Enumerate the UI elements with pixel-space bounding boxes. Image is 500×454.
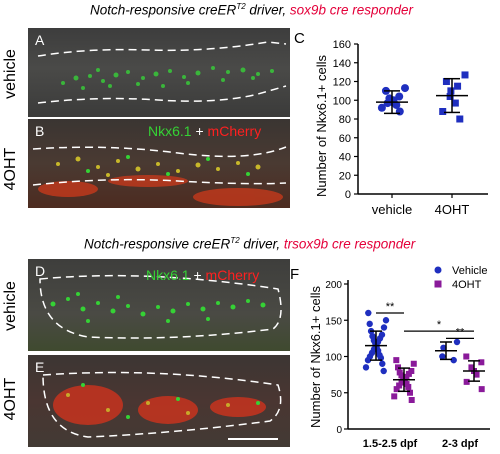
chart-c-point [442, 78, 450, 85]
chart-c-marks [376, 71, 469, 123]
chart-f-ytick-label: 0 [336, 425, 342, 436]
chart-f-point [362, 364, 370, 371]
micrograph-panel-b: B Nkx6.1 + mCherry [28, 119, 290, 208]
chart-c-ytick-label: 20 [339, 170, 351, 182]
micrograph-panel-a: A [28, 28, 290, 117]
chart-f-legend-marker [434, 280, 442, 288]
chart-c-point [447, 87, 455, 95]
panel-letter-e: E [35, 359, 45, 375]
chart-c-xtick-label: vehicle [372, 202, 412, 217]
chart-f-point [369, 333, 376, 340]
chart-c-ytick-label: 100 [333, 95, 351, 107]
chart-c-point [377, 103, 386, 112]
panel-letter-a: A [35, 32, 45, 48]
chart-f-ytick-label: 150 [325, 316, 342, 327]
chart-f-point [439, 353, 446, 360]
row-label-4ohtn-top: 4OHT [2, 147, 19, 191]
chart-c-point [451, 99, 459, 107]
chart-f-point [393, 386, 400, 393]
micrograph-panel-e: E [28, 355, 290, 447]
bottom-figure-title: Notch-responsive creERT2 driver, trsox9b… [84, 236, 416, 252]
chart-f-point [408, 397, 415, 403]
chart-f-ytick-label: 50 [331, 389, 343, 400]
panel-letter-c: C [294, 30, 305, 47]
chart-f-axis: 0 50 100 150 200 1.5-2.5 dpf 2-3 dpf [325, 280, 490, 450]
chart-c-xtick-label: 4OHT [435, 202, 470, 217]
chart-c-axis: 0 20 40 60 80 100 120 140 160 vehicle 4OHT [333, 39, 488, 217]
chart-f-point [408, 368, 415, 374]
chart-f-ytick-label: 100 [325, 353, 342, 364]
chart-c-ytick-label: 120 [333, 77, 351, 89]
panel-letter-d: D [35, 263, 46, 279]
panel-letter-f: F [290, 266, 299, 283]
row-label-vehicle-bottom: vehicle [2, 281, 19, 331]
stain-legend-b: Nkx6.1 + mCherry [148, 123, 262, 139]
chart-f-point [393, 357, 400, 364]
top-figure-title: Notch-responsive creERT2 driver, sox9b c… [90, 2, 413, 18]
chart-f-point [410, 360, 417, 367]
chart-c-ytick-label: 60 [339, 133, 351, 145]
chart-f-point [473, 371, 480, 378]
chart-c-ytick-label: 0 [345, 189, 351, 201]
chart-f-point [382, 317, 390, 324]
stain-legend-d: Nkx6.1 + mCherry [146, 267, 260, 283]
chart-f-legend-marker [434, 266, 442, 274]
chart-f-point [440, 344, 447, 351]
chart-f-point [453, 338, 461, 346]
chart-f-point [365, 309, 372, 317]
chart-f-sig-label: ** [386, 301, 395, 313]
chart-c-point [401, 84, 409, 93]
chart-f-point [366, 320, 373, 328]
chart-c-ytick-label: 140 [333, 58, 351, 70]
chart-f-point [463, 378, 470, 385]
chart-c-point [454, 82, 462, 90]
chart-f-xtick-label: 1.5-2.5 dpf [363, 438, 418, 450]
chart-c-point [456, 115, 464, 123]
row-label-vehicle-top: vehicle [2, 49, 19, 99]
chart-f-point [380, 367, 387, 375]
chart-f-annotations: ***** [376, 301, 474, 339]
chart-c-point [439, 108, 447, 115]
chart-f-ylabel: Number of Nkx6.1+ cells [308, 286, 323, 428]
row-label-4ohtn-bottom: 4OHT [2, 377, 19, 421]
micrograph-panel-d: D Nkx6.1 + mCherry [28, 259, 290, 351]
chart-f-point [378, 331, 386, 338]
chart-f-legend-label: Vehicle [452, 265, 487, 277]
chart-f-point [463, 353, 470, 360]
chart-f-point [380, 324, 388, 331]
chart-c-point [461, 71, 469, 79]
chart-c-ylabel: Number of Nkx6.1+ cells [314, 55, 329, 197]
chart-f-point [450, 356, 457, 364]
chart-f-ytick-label: 200 [325, 280, 342, 291]
chart-f-marks [362, 309, 485, 403]
chart-f-point [406, 389, 413, 396]
chart-f-sig-label: ** [456, 326, 465, 338]
chart-f-xtick-label: 2-3 dpf [442, 438, 478, 450]
chart-c-ytick-label: 160 [333, 39, 351, 51]
panel-letter-b: B [35, 123, 45, 139]
chart-c-point [446, 93, 454, 100]
chart-f-sig-label: * [437, 319, 442, 331]
chart-f-legend: Vehicle 4OHT [434, 265, 487, 291]
chart-f-point [379, 360, 386, 367]
chart-c-point [395, 92, 404, 101]
chart-f-point [468, 364, 475, 371]
chart-c: C Number of Nkx6.1+ cells 0 20 40 60 80 100 12… [294, 30, 488, 217]
chart-c-ytick-label: 40 [339, 152, 351, 164]
chart-c-ytick-label: 80 [339, 114, 351, 126]
chart-f-point [391, 393, 398, 400]
chart-f-legend-label: 4OHT [452, 279, 482, 291]
chart-f: F Number of Nkx6.1+ cells 0 50 100 150 200 1.… [290, 265, 490, 450]
chart-f-point [478, 386, 485, 393]
chart-f-point [478, 359, 485, 366]
chart-f-point [396, 369, 403, 376]
